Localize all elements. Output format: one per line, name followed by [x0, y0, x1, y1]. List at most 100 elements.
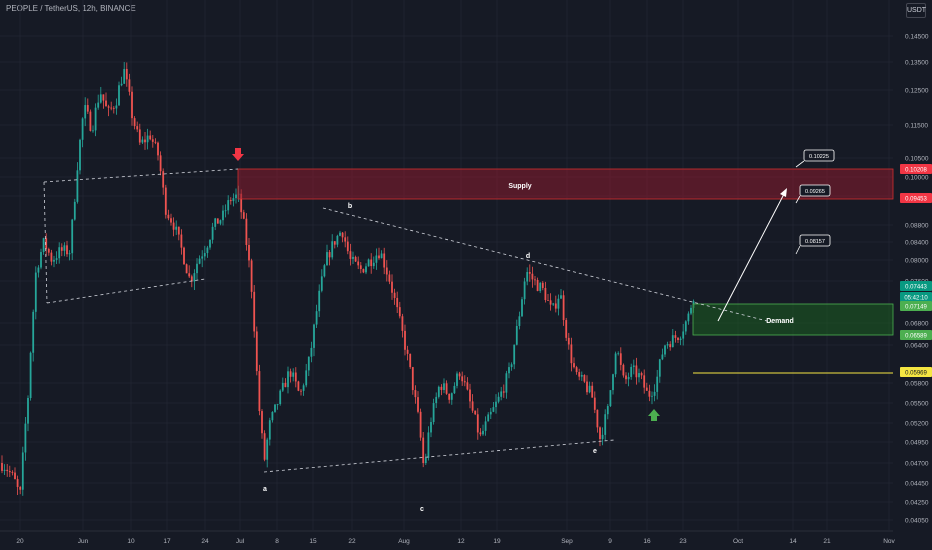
candle-body: [310, 347, 313, 357]
candle-body: [53, 259, 55, 262]
candle-up: [222, 205, 224, 226]
candle-up: [505, 370, 508, 399]
candle-body: [479, 432, 482, 435]
candle-down: [157, 141, 159, 161]
candle-down: [388, 270, 391, 285]
candle-body: [588, 385, 591, 393]
y-tick-label: 0.08000: [905, 258, 929, 265]
candle-down: [635, 357, 638, 385]
candle-up: [656, 369, 659, 400]
candle-body: [206, 247, 209, 254]
price-tag: 0.06589: [900, 330, 932, 340]
candle-down: [162, 168, 165, 195]
candle-up: [484, 416, 487, 436]
candle-down: [406, 345, 409, 361]
target-callout: 0.08157: [795, 234, 831, 255]
candle-body: [323, 265, 326, 277]
candle-up: [552, 302, 555, 307]
candle-up: [432, 398, 435, 425]
candle-down: [245, 213, 248, 251]
candle-up: [73, 198, 76, 221]
candle-body: [487, 414, 490, 422]
demand-zone: Demand: [692, 303, 894, 336]
candle-body: [229, 200, 232, 202]
price-tag-bg: [900, 292, 932, 302]
candle-down: [349, 243, 352, 266]
candle-down: [359, 262, 362, 274]
candle-body: [180, 234, 183, 248]
candle-body: [112, 107, 115, 109]
candle-body: [528, 272, 531, 274]
candle-up: [266, 437, 269, 468]
candle-up: [430, 417, 432, 438]
price-tag-bg: [900, 301, 932, 311]
candle-body: [578, 372, 581, 377]
candle-down: [674, 330, 677, 343]
candle-down: [417, 391, 419, 414]
candle-body: [367, 259, 370, 267]
x-tick-label: 14: [789, 538, 797, 545]
candle-up: [453, 382, 456, 394]
candle-down: [445, 380, 448, 395]
candle-down: [645, 382, 648, 391]
candle-body: [518, 316, 521, 326]
candle-up: [435, 392, 438, 409]
candle-up: [24, 416, 27, 461]
candle-body: [674, 335, 677, 338]
candle-up: [627, 372, 630, 387]
x-tick-label: 10: [127, 538, 135, 545]
candle-body: [471, 401, 474, 411]
candle-up: [235, 188, 237, 204]
candle-body: [411, 367, 414, 391]
candle-body: [362, 269, 365, 273]
price-tag: 0.09453: [900, 193, 932, 203]
target-label: 0.08157: [805, 239, 825, 245]
candle-body: [404, 330, 406, 350]
candle-up: [206, 245, 209, 258]
candle-body: [536, 279, 539, 291]
candle-body: [32, 311, 35, 353]
candle-down: [625, 372, 627, 384]
candle-body: [547, 300, 549, 301]
candle-up: [268, 417, 271, 446]
candle-up: [557, 294, 560, 316]
candle-body: [55, 258, 58, 260]
candle-up: [313, 323, 315, 357]
candle-up: [146, 128, 149, 150]
candle-body: [24, 423, 27, 453]
supply-zone-box: [237, 168, 894, 200]
x-axis: 20 Jun 10 17 24 Jul 8 15 22 Aug 12 19 Sep 9 16 23 Oct 14 2…: [16, 538, 895, 545]
candle-body: [307, 356, 310, 371]
candle-up: [679, 336, 682, 346]
candle-body: [188, 273, 191, 277]
candle-up: [320, 269, 323, 293]
candle-body: [463, 381, 466, 383]
y-tick-label: 0.04050: [905, 518, 929, 525]
candle-down: [547, 294, 549, 301]
projection-arrow-head: [780, 188, 787, 197]
candle-down: [45, 233, 48, 257]
candle-down: [151, 135, 154, 148]
candle-body: [313, 324, 315, 348]
candle-down: [102, 94, 105, 109]
candle-up: [427, 426, 430, 461]
candle-down: [591, 381, 594, 398]
x-tick-label: Sep: [561, 538, 573, 545]
candle-up: [29, 351, 32, 401]
x-tick-label: 15: [309, 538, 317, 545]
candle-body: [34, 272, 37, 312]
candle-down: [383, 247, 386, 275]
x-tick-label: 19: [493, 538, 501, 545]
candle-body: [510, 364, 513, 368]
candle-down: [188, 265, 191, 278]
candle-body: [281, 382, 284, 391]
candle-up: [638, 368, 640, 383]
currency-unit-button[interactable]: USDT: [906, 3, 926, 18]
candle-down: [110, 101, 113, 111]
candle-body: [203, 253, 206, 257]
y-tick-label: 0.04250: [905, 500, 929, 507]
candle-body: [638, 373, 640, 378]
candle-body: [497, 396, 500, 402]
candle-up: [617, 351, 620, 356]
